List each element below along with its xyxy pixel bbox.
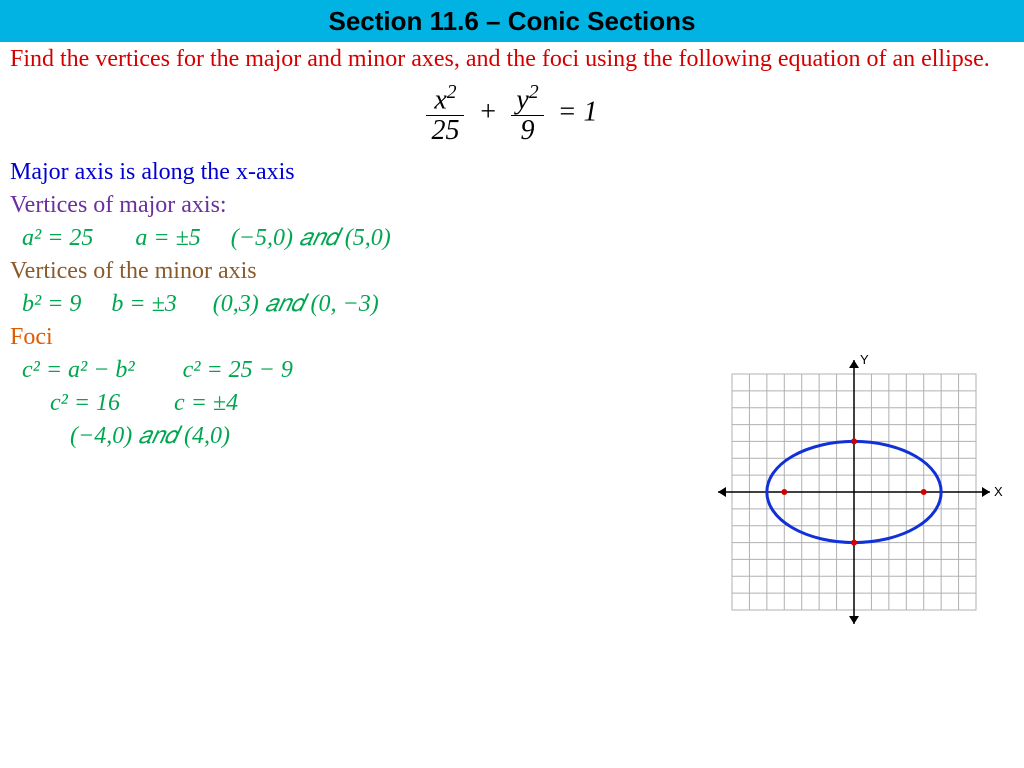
eq-y-num: y <box>516 84 528 115</box>
c-squared-value: c² = 16 <box>50 390 120 416</box>
svg-text:X: X <box>994 484 1003 499</box>
eq-y-den: 9 <box>511 116 543 145</box>
major-points: (−5,0) 𝑎𝑛𝑑 (5,0) <box>231 225 391 251</box>
eq-x-num: x <box>434 84 446 115</box>
ellipse-equation: x225 + y29 = 1 <box>10 83 1014 145</box>
vertices-minor-work: b² = 9 b = ±3 (0,3) 𝑎𝑛𝑑 (0, −3) <box>22 291 1014 318</box>
a-squared: a² = 25 <box>22 225 93 251</box>
ellipse-graph: XY <box>704 352 1004 632</box>
c-substitution: c² = 25 − 9 <box>183 357 293 383</box>
foci-label: Foci <box>10 324 1014 351</box>
slide-header: Section 11.6 – Conic Sections <box>0 0 1024 42</box>
b-value: b = ±3 <box>111 291 176 317</box>
vertices-major-label: Vertices of major axis: <box>10 192 1014 219</box>
problem-statement: Find the vertices for the major and mino… <box>10 46 1014 73</box>
eq-rhs: = 1 <box>558 96 598 127</box>
major-axis-note: Major axis is along the x-axis <box>10 159 1014 186</box>
c-value: c = ±4 <box>174 390 238 416</box>
slide-content: Find the vertices for the major and mino… <box>0 42 1024 460</box>
eq-x-den: 25 <box>426 116 464 145</box>
vertices-minor-label: Vertices of the minor axis <box>10 258 1014 285</box>
header-title: Section 11.6 – Conic Sections <box>328 6 695 37</box>
vertices-major-work: a² = 25 a = ±5 (−5,0) 𝑎𝑛𝑑 (5,0) <box>22 225 1014 252</box>
svg-text:Y: Y <box>860 352 869 367</box>
minor-points: (0,3) 𝑎𝑛𝑑 (0, −3) <box>213 291 379 317</box>
a-value: a = ±5 <box>135 225 200 251</box>
c-formula: c² = a² − b² <box>22 357 135 383</box>
b-squared: b² = 9 <box>22 291 81 317</box>
